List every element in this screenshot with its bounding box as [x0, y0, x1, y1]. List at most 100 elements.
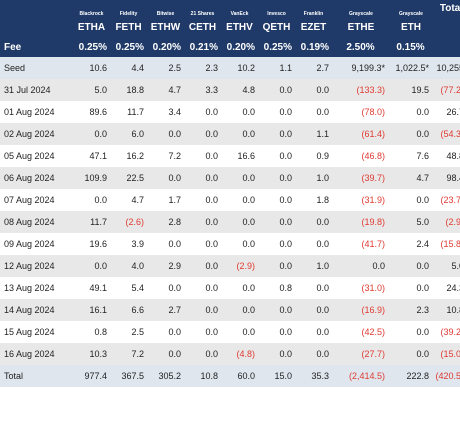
flow-cell: 4.4: [110, 57, 147, 79]
flow-cell: 0.0: [73, 189, 110, 211]
issuer-name: Fidelity: [110, 0, 147, 17]
table-row: 31 Jul 2024 5.0 18.8 4.7 3.3 4.8 0.0 0.0 (133.3)…: [0, 79, 460, 101]
row-date: 05 Aug 2024: [0, 145, 73, 167]
flow-cell: 0.0: [147, 233, 184, 255]
flow-cell: (27.7): [332, 343, 390, 365]
flow-cell: (133.3): [332, 79, 390, 101]
flow-cell: 2.3: [184, 57, 221, 79]
flow-cell: 977.4: [73, 365, 110, 387]
flow-cell: 1.1: [295, 123, 332, 145]
row-total-cell: 98.4: [432, 167, 460, 189]
row-date: 14 Aug 2024: [0, 299, 73, 321]
flow-cell: 0.0: [390, 189, 432, 211]
row-date: 13 Aug 2024: [0, 277, 73, 299]
flow-cell: 5.0: [73, 79, 110, 101]
flow-cell: 4.8: [221, 79, 258, 101]
row-date: 16 Aug 2024: [0, 343, 73, 365]
flow-cell: 109.9: [73, 167, 110, 189]
fee-value: 0.25%: [110, 37, 147, 57]
flow-cell: 7.6: [390, 145, 432, 167]
flow-cell: 0.0: [295, 79, 332, 101]
flow-cell: 0.0: [184, 343, 221, 365]
flow-cell: 0.0: [221, 211, 258, 233]
flow-cell: 4.7: [390, 167, 432, 189]
fee-value: 0.25%: [73, 37, 110, 57]
flow-cell: 0.0: [147, 277, 184, 299]
table-row: 06 Aug 2024 109.9 22.5 0.0 0.0 0.0 0.0 1.0 (39.7…: [0, 167, 460, 189]
flow-cell: 1.7: [147, 189, 184, 211]
flow-cell: 0.0: [184, 211, 221, 233]
table-row: 05 Aug 2024 47.1 16.2 7.2 0.0 16.6 0.0 0.9 (46.8…: [0, 145, 460, 167]
ticker-header-row: ETHA FETH ETHW CETH ETHV QETH EZET ETHE …: [0, 17, 460, 37]
flow-cell: 0.0: [147, 343, 184, 365]
flow-cell: 0.0: [184, 321, 221, 343]
flow-cell: 6.0: [110, 123, 147, 145]
issuer-name: Invesco: [258, 0, 295, 17]
flow-cell: 222.8: [390, 365, 432, 387]
flow-cell: (4.8): [221, 343, 258, 365]
flow-cell: 5.0: [390, 211, 432, 233]
flow-cell: 0.0: [221, 189, 258, 211]
issuer-name: Bitwise: [147, 0, 184, 17]
row-date: 02 Aug 2024: [0, 123, 73, 145]
eth-etf-flows-table: Blackrock Fidelity Bitwise 21 Shares Van…: [0, 0, 460, 387]
flow-cell: 47.1: [73, 145, 110, 167]
flow-cell: 7.2: [147, 145, 184, 167]
fee-label: Fee: [0, 37, 73, 57]
flow-cell: 0.0: [221, 233, 258, 255]
row-total-cell: (77.2): [432, 79, 460, 101]
flow-cell: 0.0: [184, 299, 221, 321]
flow-cell: 4.0: [110, 255, 147, 277]
flow-cell: 0.0: [147, 123, 184, 145]
flow-cell: 0.0: [295, 321, 332, 343]
ticker-total-cell: [432, 17, 460, 37]
fee-total-cell: [432, 37, 460, 57]
ticker-symbol: ETHV: [221, 17, 258, 37]
flow-cell: 0.0: [221, 299, 258, 321]
flow-cell: 0.0: [184, 167, 221, 189]
flow-cell: 0.8: [73, 321, 110, 343]
row-total-cell: 10.8: [432, 299, 460, 321]
issuer-header-row: Blackrock Fidelity Bitwise 21 Shares Van…: [0, 0, 460, 17]
ticker-symbol: ETHA: [73, 17, 110, 37]
flow-cell: 0.0: [221, 277, 258, 299]
flow-cell: (2,414.5): [332, 365, 390, 387]
row-total-cell: (54.3): [432, 123, 460, 145]
flow-cell: 0.0: [295, 343, 332, 365]
flow-cell: 35.3: [295, 365, 332, 387]
flow-cell: 0.9: [295, 145, 332, 167]
flow-cell: (41.7): [332, 233, 390, 255]
flow-cell: (16.9): [332, 299, 390, 321]
flow-cell: (78.0): [332, 101, 390, 123]
flow-cell: 0.0: [258, 233, 295, 255]
flow-cell: 18.8: [110, 79, 147, 101]
flow-cell: 2.5: [110, 321, 147, 343]
flow-cell: 0.0: [184, 255, 221, 277]
flow-cell: 10.8: [184, 365, 221, 387]
table-row: 14 Aug 2024 16.1 6.6 2.7 0.0 0.0 0.0 0.0 (16.9) 2…: [0, 299, 460, 321]
flow-cell: 16.1: [73, 299, 110, 321]
fee-header-row: Fee 0.25% 0.25% 0.20% 0.21% 0.20% 0.25% …: [0, 37, 460, 57]
flow-cell: 0.0: [258, 211, 295, 233]
ticker-symbol: CETH: [184, 17, 221, 37]
table-row: 01 Aug 2024 89.6 11.7 3.4 0.0 0.0 0.0 0.0 (78.0)…: [0, 101, 460, 123]
flow-cell: 0.0: [258, 343, 295, 365]
flow-cell: 367.5: [110, 365, 147, 387]
flow-cell: 0.0: [258, 123, 295, 145]
ticker-symbol: QETH: [258, 17, 295, 37]
flow-cell: 0.0: [258, 321, 295, 343]
fee-value: 0.20%: [147, 37, 184, 57]
flow-cell: 1.1: [258, 57, 295, 79]
flow-cell: 0.0: [258, 145, 295, 167]
flow-cell: 0.0: [295, 233, 332, 255]
seed-row: Seed 10.6 4.4 2.5 2.3 10.2 1.1 2.7 9,199.3* 1,022…: [0, 57, 460, 79]
fee-value: 0.20%: [221, 37, 258, 57]
flow-cell: 11.7: [73, 211, 110, 233]
flow-cell: 22.5: [110, 167, 147, 189]
ticker-symbol: ETH: [390, 17, 432, 37]
flow-cell: 2.7: [295, 57, 332, 79]
table-row: 08 Aug 2024 11.7 (2.6) 2.8 0.0 0.0 0.0 0.0 (19.8…: [0, 211, 460, 233]
issuer-name: Grayscale: [332, 0, 390, 17]
flow-cell: 60.0: [221, 365, 258, 387]
row-date: 07 Aug 2024: [0, 189, 73, 211]
